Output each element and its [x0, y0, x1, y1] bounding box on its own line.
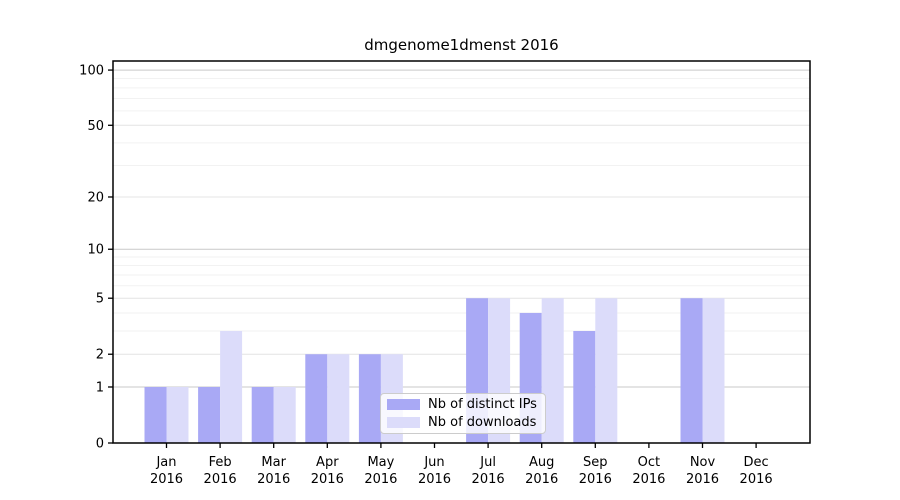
y-tick-label: 1 [96, 380, 104, 395]
bar-sep-downloads [595, 298, 618, 443]
bar-sep-distinct-ips [573, 330, 596, 443]
bar-aug-downloads [541, 298, 564, 443]
legend-label-distinct-ips: Nb of distinct IPs [428, 397, 537, 412]
x-tick-label-year: 2016 [311, 472, 344, 487]
x-tick-label-year: 2016 [150, 472, 183, 487]
x-tick-label-month: Oct [638, 455, 660, 470]
y-tick-label: 0 [96, 437, 104, 452]
x-tick-label-year: 2016 [525, 472, 558, 487]
x-tick-label-month: Feb [209, 455, 232, 470]
x-tick-label-month: Jun [423, 455, 444, 470]
x-tick-label-year: 2016 [740, 472, 773, 487]
bar-feb-downloads [220, 330, 243, 443]
x-tick-label-year: 2016 [364, 472, 397, 487]
distinct-ips-swatch-icon [387, 399, 420, 410]
x-tick-label-year: 2016 [686, 472, 719, 487]
y-tick-label: 5 [96, 292, 104, 307]
chart-legend: Nb of distinct IPs Nb of downloads [380, 393, 546, 434]
x-tick-label-month: Jan [155, 455, 176, 470]
x-tick-label-year: 2016 [418, 472, 451, 487]
legend-item-distinct-ips: Nb of distinct IPs [387, 397, 539, 412]
x-tick-label-month: Mar [261, 455, 286, 470]
y-tick-label: 20 [87, 190, 104, 205]
bar-nov-distinct-ips [680, 298, 703, 443]
bar-apr-downloads [327, 354, 350, 443]
legend-item-downloads: Nb of downloads [387, 415, 539, 430]
x-tick-label-month: Aug [529, 455, 554, 470]
x-tick-label-month: May [367, 455, 394, 470]
bar-may-distinct-ips [358, 354, 381, 443]
x-tick-label-month: Nov [690, 455, 716, 470]
x-tick-label-year: 2016 [472, 472, 505, 487]
y-tick-label: 100 [79, 64, 104, 79]
chart-title: dmgenome1dmenst 2016 [364, 36, 559, 54]
y-tick-label: 10 [87, 243, 104, 258]
downloads-swatch-icon [387, 417, 420, 428]
bar-feb-distinct-ips [198, 386, 221, 443]
x-tick-label-month: Jul [479, 455, 496, 470]
x-tick-label-month: Apr [316, 455, 339, 470]
x-tick-label-month: Sep [583, 455, 608, 470]
x-tick-label-year: 2016 [257, 472, 290, 487]
bar-mar-distinct-ips [251, 386, 274, 443]
plot-area-border [112, 60, 811, 444]
x-tick-label-year: 2016 [579, 472, 612, 487]
y-tick-label: 2 [96, 348, 104, 363]
bar-apr-distinct-ips [305, 354, 328, 443]
bar-jan-downloads [166, 386, 189, 443]
x-tick-label-month: Dec [744, 455, 769, 470]
legend-label-downloads: Nb of downloads [428, 415, 537, 430]
x-tick-label-year: 2016 [632, 472, 665, 487]
bar-jan-distinct-ips [144, 386, 167, 443]
bar-nov-downloads [702, 298, 725, 443]
bar-mar-downloads [273, 386, 296, 443]
y-tick-label: 50 [87, 119, 104, 134]
x-tick-label-year: 2016 [204, 472, 237, 487]
